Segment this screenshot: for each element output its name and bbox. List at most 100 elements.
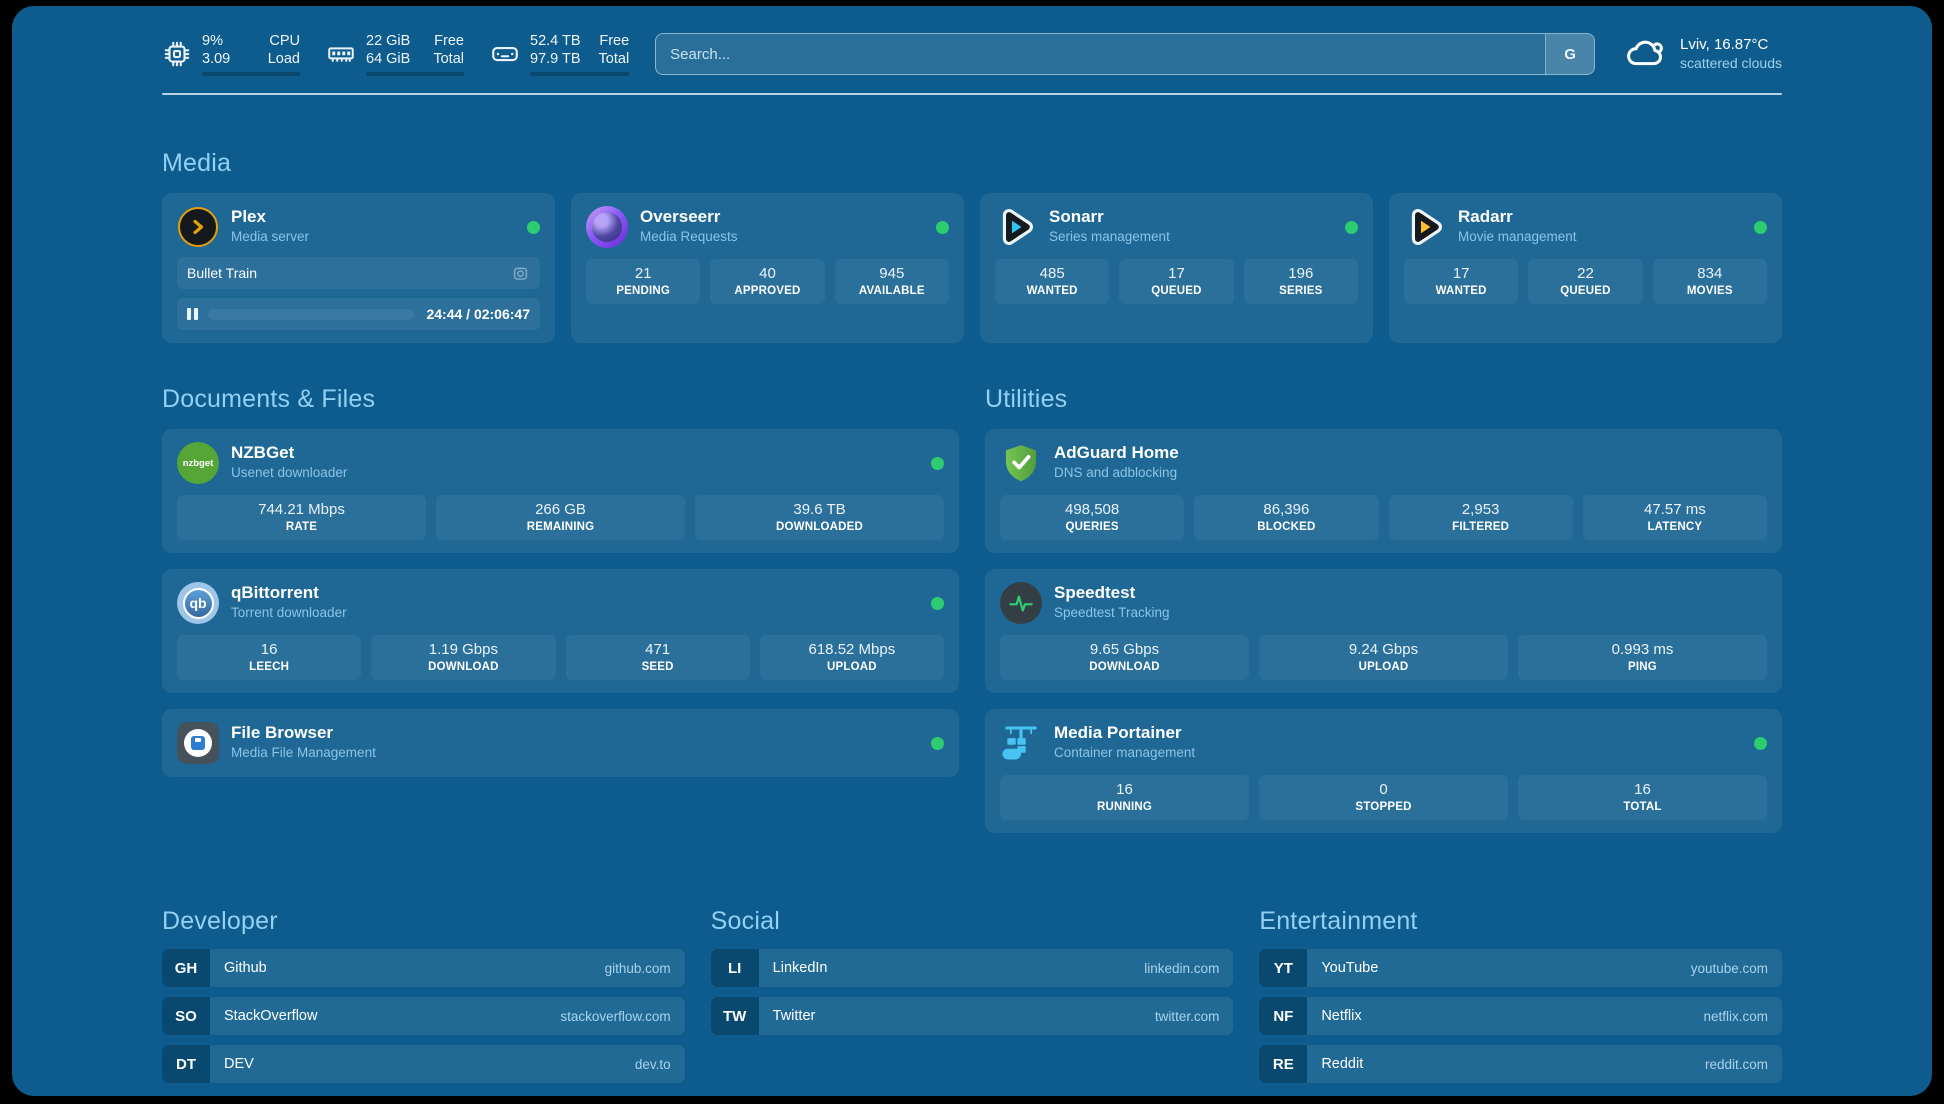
service-description: Usenet downloader <box>231 465 348 480</box>
bookmark-abbr: TW <box>710 997 759 1035</box>
bookmark-youtube[interactable]: YT YouTube youtube.com <box>1259 949 1782 987</box>
qbittorrent-icon: qb <box>177 582 219 624</box>
service-card-sonarr[interactable]: Sonarr Series management 485 WANTED 17 Q… <box>980 193 1373 343</box>
memory-total-label: Total <box>433 51 464 67</box>
portainer-icon <box>1000 722 1042 764</box>
service-card-qbittorrent[interactable]: qb qBittorrent Torrent downloader 16 <box>162 569 959 693</box>
bookmark-reddit[interactable]: RE Reddit reddit.com <box>1259 1045 1782 1083</box>
search-provider-button[interactable]: G <box>1545 34 1595 74</box>
disk-free-value: 52.4 TB <box>530 33 581 49</box>
section-developer: Developer GH Github github.com SO StackO… <box>162 907 685 1083</box>
search-input[interactable] <box>656 45 1546 63</box>
pause-icon[interactable] <box>187 308 198 320</box>
service-name: Sonarr <box>1049 207 1104 226</box>
stat-download: 9.65 Gbps DOWNLOAD <box>1000 635 1249 680</box>
adguard-icon <box>1000 442 1042 484</box>
radarr-icon <box>1404 206 1446 248</box>
header-divider <box>162 93 1782 95</box>
stat-ping: 0.993 ms PING <box>1518 635 1767 680</box>
service-name: qBittorrent <box>231 583 319 602</box>
service-card-speedtest[interactable]: Speedtest Speedtest Tracking 9.65 Gbps D… <box>985 569 1782 693</box>
disk-progress-bar <box>530 72 630 76</box>
memory-free-value: 22 GiB <box>366 33 411 49</box>
resource-memory: 22 GiB 64 GiB Free Total <box>326 32 464 76</box>
bookmark-url: stackoverflow.com <box>560 1008 671 1024</box>
now-playing-title: Bullet Train <box>187 265 258 281</box>
stat-stopped: 0 STOPPED <box>1259 775 1508 820</box>
service-name: NZBGet <box>231 443 295 462</box>
service-description: Media Requests <box>640 229 738 244</box>
disk-total-value: 97.9 TB <box>530 51 581 67</box>
service-card-portainer[interactable]: Media Portainer Container management 16 … <box>985 709 1782 833</box>
memory-total-value: 64 GiB <box>366 51 411 67</box>
section-title-entertainment: Entertainment <box>1259 907 1418 935</box>
service-description: Torrent downloader <box>231 605 347 620</box>
bookmark-github[interactable]: GH Github github.com <box>162 949 685 987</box>
service-description: Media server <box>231 229 310 244</box>
section-documents: Documents & Files nzbget NZBGet Usenet d… <box>162 385 959 833</box>
disk-icon <box>490 39 520 69</box>
weather-condition: scattered clouds <box>1680 55 1782 71</box>
stat-movies: 834 MOVIES <box>1652 259 1767 304</box>
service-description: Series management <box>1049 229 1170 244</box>
service-description: Speedtest Tracking <box>1054 605 1170 620</box>
speedtest-icon <box>1000 582 1042 624</box>
bookmark-stackoverflow[interactable]: SO StackOverflow stackoverflow.com <box>162 997 685 1035</box>
service-description: Container management <box>1054 745 1196 760</box>
service-name: Radarr <box>1458 207 1513 226</box>
service-description: Movie management <box>1458 229 1577 244</box>
stat-wanted: 485 WANTED <box>995 259 1110 304</box>
status-online-dot <box>936 220 949 234</box>
stat-blocked: 86,396 BLOCKED <box>1194 495 1379 540</box>
stat-queued: 17 QUEUED <box>1119 259 1234 304</box>
stat-remaining: 266 GB REMAINING <box>436 495 685 540</box>
bookmark-linkedin[interactable]: LI LinkedIn linkedin.com <box>710 949 1234 987</box>
bookmark-dev[interactable]: DT DEV dev.to <box>162 1045 685 1083</box>
status-online-dot <box>1754 736 1767 750</box>
disk-free-label: Free <box>599 33 630 49</box>
memory-free-label: Free <box>434 33 464 49</box>
cpu-usage-value: 9% <box>202 33 223 49</box>
stat-upload: 9.24 Gbps UPLOAD <box>1259 635 1508 680</box>
service-name: File Browser <box>231 723 334 742</box>
bookmark-name: LinkedIn <box>772 960 828 976</box>
playback-time: 24:44 / 02:06:47 <box>426 306 530 322</box>
bookmark-url: youtube.com <box>1690 960 1768 976</box>
stat-pending: 21 PENDING <box>586 259 701 304</box>
now-playing-row: Bullet Train <box>177 257 540 289</box>
bookmark-twitter[interactable]: TW Twitter twitter.com <box>710 997 1234 1035</box>
section-utilities: Utilities <box>985 385 1782 833</box>
search-bar: G <box>655 33 1596 75</box>
bookmark-abbr: DT <box>162 1045 210 1083</box>
bookmark-url: linkedin.com <box>1144 960 1220 976</box>
service-card-plex[interactable]: Plex Media server Bullet Train <box>162 193 555 343</box>
filebrowser-icon <box>177 722 219 764</box>
service-card-filebrowser[interactable]: File Browser Media File Management <box>162 709 959 777</box>
service-card-adguard[interactable]: AdGuard Home DNS and adblocking 498,508 … <box>985 429 1782 553</box>
section-title-utilities: Utilities <box>985 385 1068 413</box>
playback-progress-bar[interactable] <box>207 308 415 320</box>
bookmark-netflix[interactable]: NF Netflix netflix.com <box>1259 997 1782 1035</box>
sonarr-icon <box>995 206 1037 248</box>
service-card-nzbget[interactable]: nzbget NZBGet Usenet downloader 744.21 M… <box>162 429 959 553</box>
service-description: Media File Management <box>231 745 376 760</box>
bookmark-url: reddit.com <box>1704 1056 1768 1072</box>
disk-total-label: Total <box>598 51 630 67</box>
section-title-social: Social <box>710 907 780 935</box>
section-entertainment: Entertainment YT YouTube youtube.com NF … <box>1259 907 1782 1083</box>
stat-latency: 47.57 ms LATENCY <box>1582 495 1767 540</box>
service-card-radarr[interactable]: Radarr Movie management 17 WANTED 22 QUE… <box>1389 193 1782 343</box>
dashboard: 9% 3.09 CPU Load <box>12 6 1932 1096</box>
status-online-dot <box>527 220 540 234</box>
memory-progress-bar <box>366 72 464 76</box>
service-name: Plex <box>231 207 266 226</box>
section-title-media: Media <box>162 149 232 177</box>
section-title-developer: Developer <box>162 907 278 935</box>
service-name: Media Portainer <box>1054 723 1182 742</box>
system-resources: 9% 3.09 CPU Load <box>162 32 630 76</box>
stat-series: 196 SERIES <box>1243 259 1358 304</box>
stat-available: 945 AVAILABLE <box>834 259 949 304</box>
service-card-overseerr[interactable]: Overseerr Media Requests 21 PENDING 40 A… <box>571 193 964 343</box>
section-title-documents: Documents & Files <box>162 385 376 413</box>
stat-downloaded: 39.6 TB DOWNLOADED <box>695 495 944 540</box>
